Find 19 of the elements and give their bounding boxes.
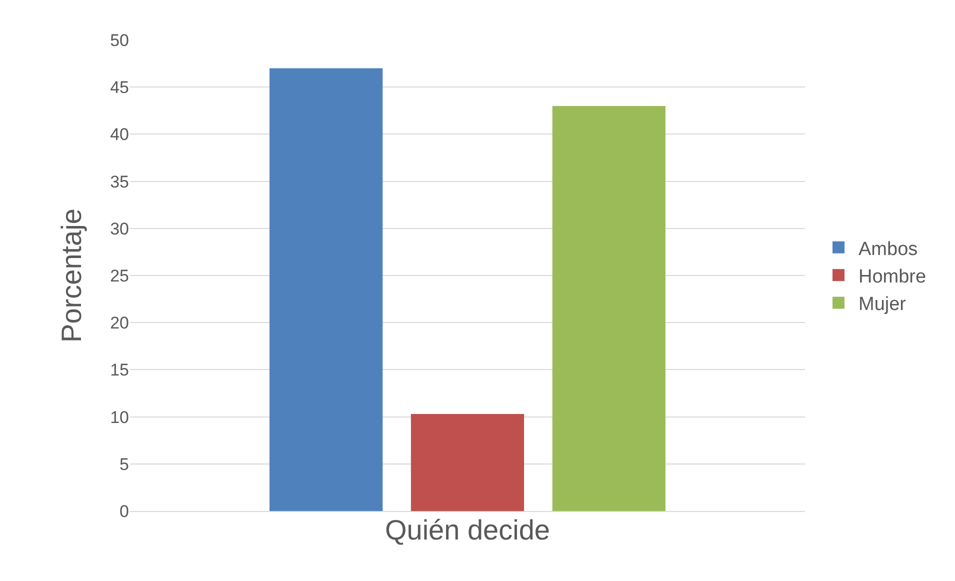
y-tick-label: 40	[110, 125, 129, 144]
bar	[270, 68, 383, 511]
y-tick-label: 20	[110, 314, 129, 333]
legend-label: Mujer	[858, 294, 907, 316]
bar	[410, 414, 524, 511]
bar	[552, 106, 666, 511]
y-tick-label: 25	[110, 266, 129, 286]
y-tick-label: 15	[110, 360, 129, 380]
x-axis-title: Quién decide	[384, 514, 550, 546]
y-tick-label: 0	[120, 502, 129, 521]
y-tick-label: 35	[110, 172, 129, 192]
y-tick-label: 10	[110, 408, 129, 427]
y-tick-label: 50	[110, 30, 129, 50]
y-axis-title: Porcentaje	[56, 208, 87, 342]
y-tick-label: 45	[110, 78, 129, 98]
legend-label: Hombre	[858, 266, 926, 288]
legend-label: Ambos	[858, 238, 918, 260]
y-tick-label: 5	[120, 454, 129, 474]
y-tick-label: 30	[110, 219, 129, 238]
